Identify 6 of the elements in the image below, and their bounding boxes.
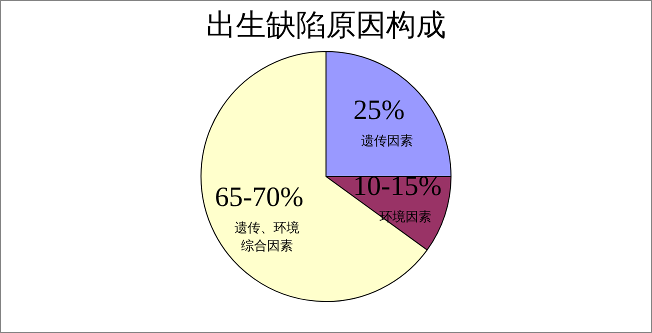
- data-label: 10-15%: [353, 171, 442, 202]
- slice-label: 遗传、环境综合因素: [234, 220, 300, 254]
- data-label: 25%: [353, 94, 405, 126]
- slice-label: 遗传因素: [361, 134, 414, 149]
- data-label: 65-70%: [214, 182, 304, 213]
- chart-title: 出生缺陷原因构成: [206, 8, 446, 43]
